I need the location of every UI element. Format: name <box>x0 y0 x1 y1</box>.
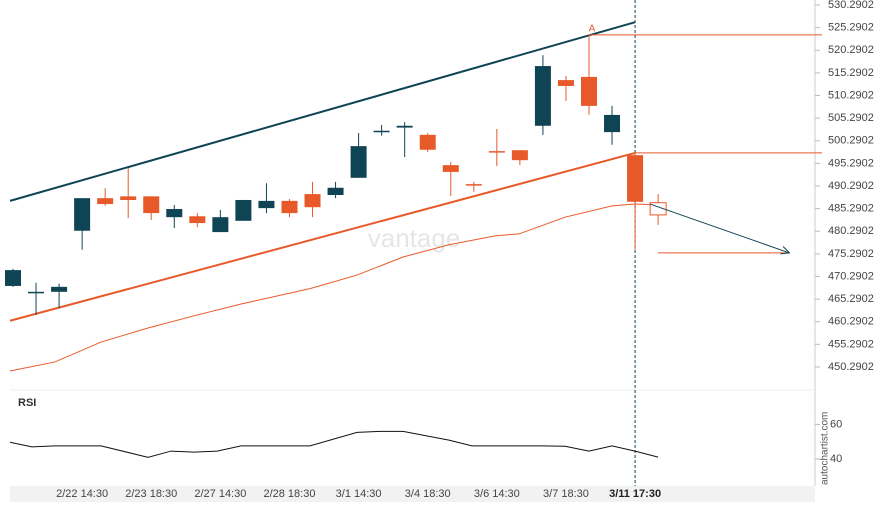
candle-body <box>442 165 459 172</box>
candle-body <box>120 196 137 200</box>
y-tick-label: 470.2902 <box>828 270 874 282</box>
candle-body <box>350 146 367 178</box>
y-tick-label: 525.2902 <box>828 22 874 34</box>
x-tick-label: 3/1 14:30 <box>336 488 382 500</box>
candle-body <box>581 76 597 106</box>
x-tick-label: 3/11 17:30 <box>609 488 661 500</box>
source: autochartist.com <box>820 412 831 485</box>
watermark: vantage <box>368 223 461 253</box>
y-tick-label: 475.2902 <box>828 248 874 260</box>
arrow-head <box>780 246 791 255</box>
y-tick-label: 495.2902 <box>828 157 874 169</box>
x-tick-label: 2/27 14:30 <box>194 488 246 500</box>
candle-body <box>235 199 252 221</box>
candle-body <box>28 291 45 294</box>
rsi-line <box>9 430 659 458</box>
candle-body <box>627 155 644 202</box>
y-tick-label: 510.2902 <box>828 89 874 101</box>
candle-body <box>557 80 574 86</box>
candle-body <box>304 194 321 208</box>
y-tick-label: 480.2902 <box>828 225 874 237</box>
x-tick-label: 3/4 18:30 <box>405 488 451 500</box>
pattern-label: A <box>589 23 596 34</box>
moving-average <box>9 203 659 372</box>
x-tick-label: 3/6 14:30 <box>474 488 520 500</box>
x-axis-band <box>10 486 815 502</box>
x-tick-label: 2/22 14:30 <box>56 488 108 500</box>
y-tick-label: 490.2902 <box>828 180 874 192</box>
forecast-arrow <box>649 203 790 254</box>
candle-body <box>166 209 183 218</box>
trend-line <box>9 21 636 202</box>
y-tick-label: 485.2902 <box>828 203 874 215</box>
x-tick-label: 3/7 18:30 <box>543 488 589 500</box>
y-tick-label: 515.2902 <box>828 67 874 79</box>
y-tick-label: 505.2902 <box>828 112 874 124</box>
candle-body <box>281 200 298 214</box>
x-tick-label: 2/28 18:30 <box>263 488 315 500</box>
y-tick-label: 460.2902 <box>828 316 874 328</box>
candle-body <box>5 270 21 286</box>
candle-body <box>373 130 390 133</box>
candle-body <box>327 187 344 195</box>
candle-body <box>534 66 551 126</box>
y-tick-label: 500.2902 <box>828 135 874 147</box>
rsi-tick-label: 40 <box>830 453 842 465</box>
y-tick-label: 465.2902 <box>828 293 874 305</box>
y-tick-label: 450.2902 <box>828 361 874 373</box>
candle-body <box>465 184 482 186</box>
candle-body <box>51 286 68 292</box>
candle-body <box>189 216 206 224</box>
candle-body <box>604 114 621 133</box>
trend-line <box>9 151 636 322</box>
candle-body <box>419 134 436 150</box>
candle-body <box>488 151 505 153</box>
candle-body <box>212 217 229 233</box>
rsi-title: RSI <box>18 397 36 409</box>
candle-body <box>258 200 275 209</box>
rsi-tick-label: 60 <box>830 418 842 430</box>
y-tick-label: 530.2902 <box>828 0 874 11</box>
y-tick-label: 455.2902 <box>828 338 874 350</box>
candle-body <box>396 125 413 128</box>
x-tick-label: 2/23 18:30 <box>125 488 177 500</box>
y-tick-label: 520.2902 <box>828 44 874 56</box>
candle-body <box>143 196 160 214</box>
candle-body <box>97 198 114 205</box>
candle-body <box>74 198 91 231</box>
candle-body <box>511 150 528 161</box>
